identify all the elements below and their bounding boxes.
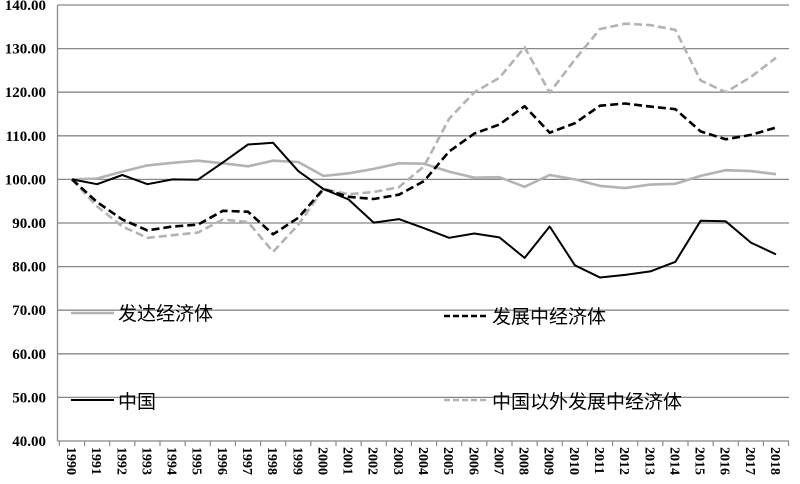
y-tick-label: 110.00 bbox=[6, 129, 46, 145]
x-tick-label: 2001 bbox=[340, 447, 355, 475]
x-tick-label: 2014 bbox=[666, 447, 681, 475]
x-tick-label: 2011 bbox=[591, 447, 606, 474]
x-tick-label: 1990 bbox=[63, 447, 78, 475]
series-line-0 bbox=[71, 159, 777, 190]
x-tick-label: 2007 bbox=[490, 447, 505, 475]
series-line-1 bbox=[71, 102, 777, 236]
x-tick-label: 1994 bbox=[164, 447, 179, 475]
x-tick-label: 2017 bbox=[742, 447, 757, 475]
series-line-2 bbox=[71, 141, 777, 279]
y-tick-label: 120.00 bbox=[5, 85, 46, 101]
y-tick-label: 100.00 bbox=[5, 172, 46, 188]
y-tick-label: 90.00 bbox=[12, 216, 46, 232]
legend-label-developing: 发展中经济体 bbox=[492, 306, 606, 328]
x-tick-label: 2018 bbox=[767, 447, 782, 475]
legend-developing: 发展中经济体 bbox=[444, 306, 606, 328]
x-tick-label: 2002 bbox=[365, 447, 380, 475]
x-tick-label: 2010 bbox=[566, 447, 581, 475]
legend-china: 中国 bbox=[71, 391, 156, 413]
x-tick-label: 2003 bbox=[390, 447, 405, 475]
legend-label-developing-ex-china: 中国以外发展中经济体 bbox=[492, 391, 682, 413]
y-tick-label: 70.00 bbox=[12, 303, 46, 319]
x-tick-label: 1992 bbox=[113, 447, 128, 475]
x-tick-label: 1991 bbox=[88, 447, 103, 475]
y-tick-label: 50.00 bbox=[12, 390, 46, 406]
x-tick-label: 2006 bbox=[465, 447, 480, 475]
legend-developing-ex-china: 中国以外发展中经济体 bbox=[444, 391, 682, 413]
legend-label-china: 中国 bbox=[118, 391, 156, 413]
y-tick-label: 140.00 bbox=[5, 0, 46, 14]
x-tick-label: 2015 bbox=[692, 447, 707, 475]
x-tick-label: 1995 bbox=[189, 447, 204, 475]
gridlines bbox=[57, 4, 789, 442]
y-tick-label: 130.00 bbox=[5, 42, 46, 58]
x-tick-label: 2005 bbox=[440, 447, 455, 475]
x-tick-label: 1993 bbox=[138, 447, 153, 475]
x-tick-label: 2009 bbox=[541, 447, 556, 475]
x-tick-label: 1999 bbox=[289, 447, 304, 475]
legend-label-developed: 发达经济体 bbox=[118, 303, 213, 325]
series-line-3 bbox=[71, 22, 777, 254]
x-tick-label: 1996 bbox=[214, 447, 229, 475]
x-tick-label: 2008 bbox=[516, 447, 531, 475]
x-tick-label: 2013 bbox=[641, 447, 656, 475]
x-tick-label: 2004 bbox=[415, 447, 430, 475]
x-tick-label: 1997 bbox=[239, 447, 254, 475]
y-tick-label: 40.00 bbox=[12, 434, 46, 450]
series-lines bbox=[71, 22, 777, 279]
y-axis-tick-labels: 40.00 50.00 60.00 70.00 80.00 90.00 100.00 110.… bbox=[5, 0, 46, 450]
x-axis: 1990 1991 1992 1993 1994 1995 1996 1997 1998 1999… bbox=[58, 441, 790, 475]
x-tick-label: 2016 bbox=[717, 447, 732, 475]
legend-developed: 发达经济体 bbox=[71, 303, 213, 325]
x-tick-label: 1998 bbox=[264, 447, 279, 475]
y-tick-label: 80.00 bbox=[12, 260, 46, 276]
x-tick-label: 2012 bbox=[616, 447, 631, 475]
x-tick-label: 2000 bbox=[314, 447, 329, 475]
y-tick-label: 60.00 bbox=[12, 347, 46, 363]
